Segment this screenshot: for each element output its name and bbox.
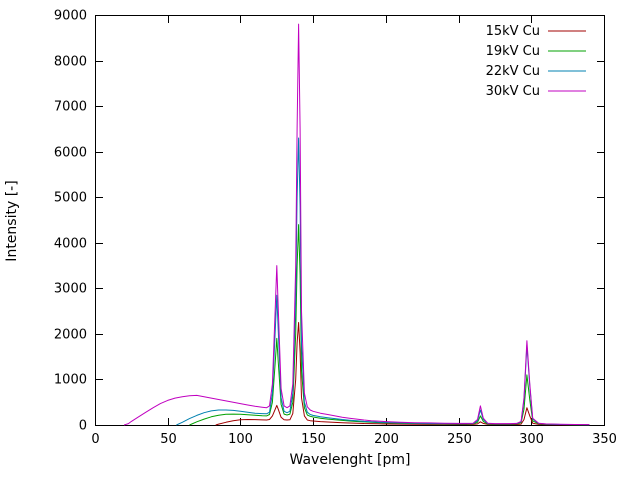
y-tick-label: 3000 [54,282,87,297]
x-tick-label: 250 [447,432,472,447]
y-tick-label: 5000 [54,191,87,206]
y-tick-label: 7000 [54,100,87,115]
y-tick-label: 2000 [54,328,87,343]
x-tick-label: 300 [519,432,544,447]
y-tick-label: 0 [79,419,87,434]
legend: 15kV Cu 19kV Cu 22kV Cu 30kV Cu [486,24,586,99]
legend-label-22kv-cu: 22kV Cu [486,64,540,79]
y-axis-label: Intensity [-] [4,180,20,262]
x-axis-label: Wavelenght [pm] [289,452,411,468]
series-line-15kv-cu [215,322,590,426]
x-tick-label: 100 [228,432,253,447]
x-tick-label: 0 [91,432,99,447]
y-tick-label: 8000 [54,55,87,70]
legend-label-30kv-cu: 30kV Cu [486,84,540,99]
x-tick-label: 200 [374,432,399,447]
series-line-19kv-cu [189,224,590,426]
y-tick-label: 4000 [54,237,87,252]
x-tick-label: 50 [160,432,177,447]
y-tick-label: 9000 [54,9,87,24]
x-tick-label: 150 [301,432,326,447]
legend-label-15kv-cu: 15kV Cu [486,24,540,39]
legend-label-19kv-cu: 19kV Cu [486,44,540,59]
y-tick-label: 1000 [54,373,87,388]
y-tick-label: 6000 [54,146,87,161]
series-line-30kv-cu [123,23,590,426]
plot-border [95,15,605,426]
x-tick-label: 350 [592,432,617,447]
